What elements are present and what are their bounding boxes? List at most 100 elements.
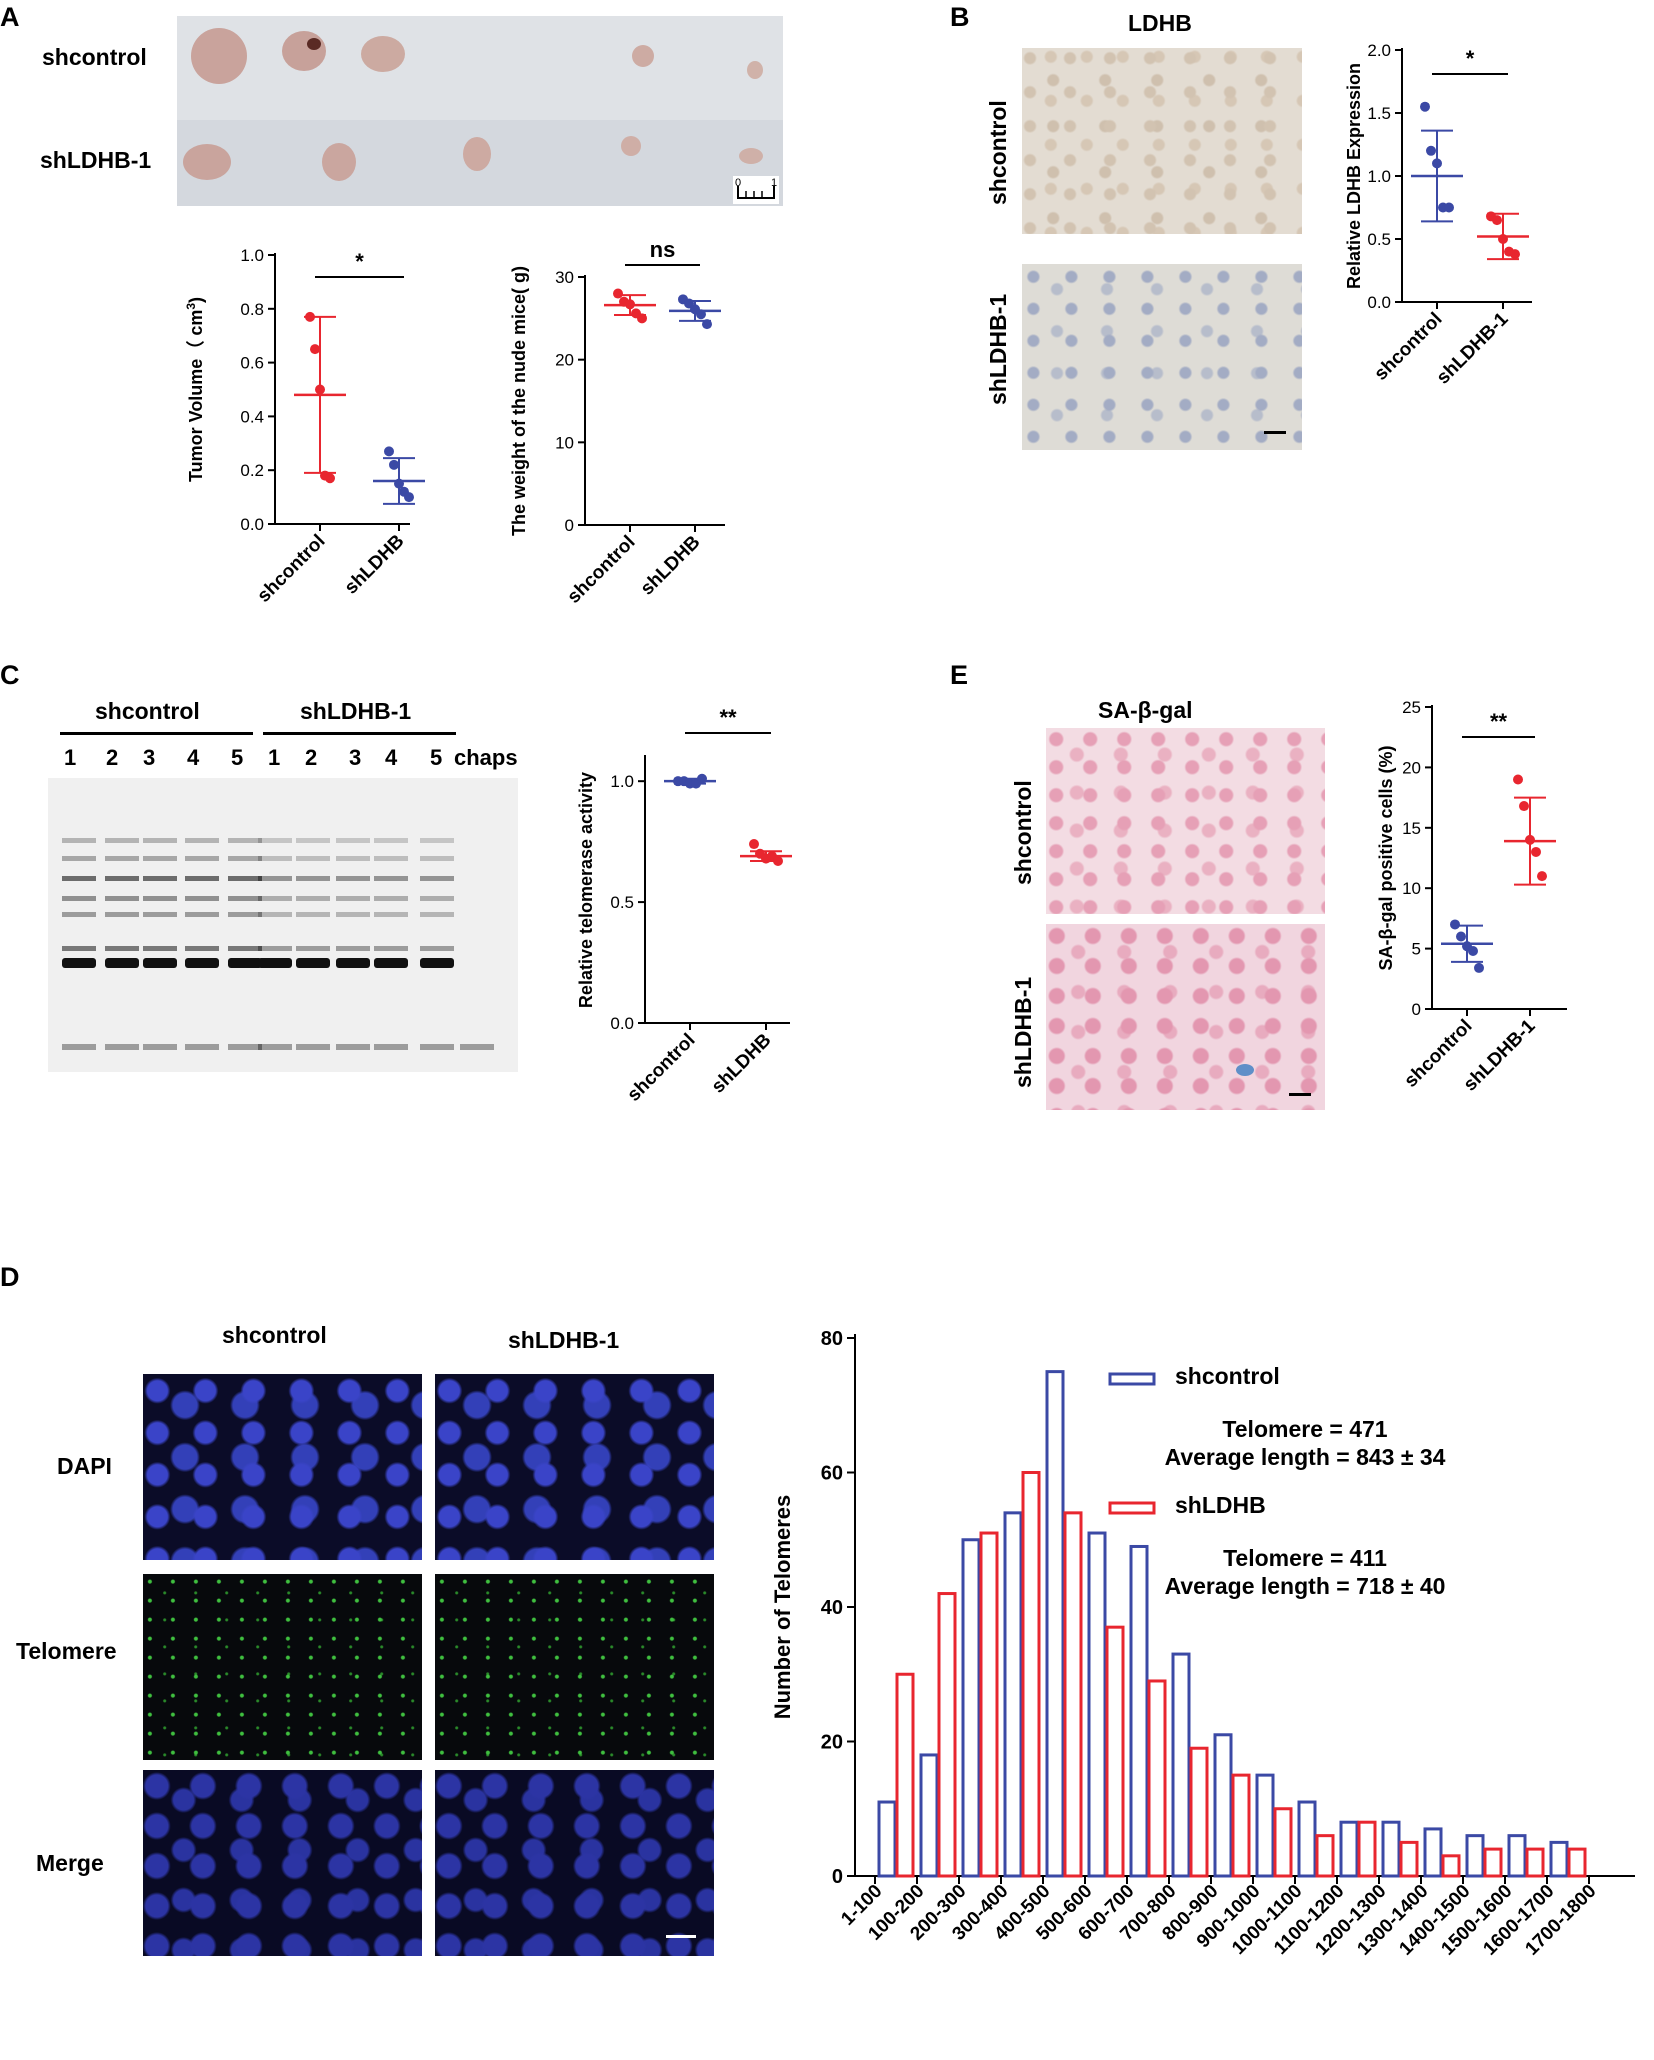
y-tick-label: 1.5 [1367,104,1391,123]
gel-band-primer [420,1044,454,1050]
gel-band-main [62,958,96,968]
y-axis-label: The weight of the nude mice( g) [509,266,529,536]
x-tick-label: shLDHB [708,1030,776,1098]
histogram-bar-shcontrol [1045,1370,1065,1878]
lane-label: 1 [268,745,281,770]
gel-band [185,896,219,901]
legend-average-length: Average length = 843 ± 34 [1165,1444,1446,1470]
gel-band [296,838,330,843]
gel-band [105,946,139,951]
gel-band [185,912,219,917]
gel-band [143,876,177,881]
y-tick-label: 20 [555,351,574,370]
tumor-ctrl-4 [632,45,654,67]
tumor-ctrl-5 [747,61,763,79]
gel-band-main [105,958,139,968]
y-tick-label: 0.5 [1367,230,1391,249]
x-tick-label: shLDHB [637,532,705,600]
gel-band [62,896,96,901]
histogram-bar-shcontrol [1129,1544,1149,1878]
histogram-bar-shcontrol [919,1753,939,1878]
gel-band [185,876,219,881]
fish-dapi-shcontrol [143,1374,422,1560]
data-point [1537,871,1547,882]
histogram-bar-shLDHB [1315,1834,1335,1878]
chart-telomerase-activity: 0.0 0.5 1.0 Relative telomerase activity shc… [576,705,792,1106]
fish-merge-shcontrol [143,1770,422,1956]
lane-label: 4 [187,745,200,770]
y-tick-label: 0.0 [610,1014,634,1033]
data-point [1513,774,1523,785]
gel-band [336,912,370,917]
x-tick-label: shcontrol [563,532,639,608]
tumor-ctrl-2 [282,31,326,71]
y-axis-label-end: ) [186,297,206,303]
data-point [1444,202,1454,213]
gel-band [258,856,292,861]
gel-band [105,912,139,917]
gel-band [296,856,330,861]
y-tick-label: 25 [1402,698,1421,717]
data-point [625,299,635,310]
gel-band [296,876,330,881]
histogram-bar-shcontrol [961,1538,981,1878]
gel-band [296,946,330,951]
significance-label: * [1466,46,1475,71]
data-point [697,773,707,784]
tumor-row-label-shcontrol: shcontrol [42,44,147,70]
y-axis-label-sup: 3 [184,303,198,310]
gel-band [336,838,370,843]
sabgal-title: SA-β-gal [1098,697,1193,723]
data-point [305,311,315,322]
gel-band-primer [296,1044,330,1050]
data-point [1531,846,1541,857]
histogram-bar-shcontrol [1255,1773,1275,1878]
histogram-bar-shcontrol [1171,1652,1191,1878]
chart-tumor-volume: 0.0 0.2 0.4 0.6 0.8 1.0 Tumor Volume（ cm3) shco… [184,246,425,607]
gel-band [185,838,219,843]
ldhb-row-label-shldhb: shLDHB-1 [985,293,1011,405]
y-tick-label: 0 [565,516,574,535]
gel-band-primer [105,1044,139,1050]
gel-band [258,838,292,843]
data-point [749,839,759,850]
y-tick-label: 20 [821,1732,843,1754]
fish-row-label-dapi: DAPI [57,1453,112,1479]
gel-band [228,946,262,951]
scale-bar-icon [666,1935,696,1938]
panel-label-a: A [0,2,20,32]
gel-band [105,856,139,861]
tumor-photo: 0 1 [177,16,783,206]
gel-band-primer [143,1044,177,1050]
y-tick-label: 1.0 [240,246,264,265]
gel-band [62,856,96,861]
x-tick-label: shLDHB-1 [1433,308,1513,388]
data-point [696,309,706,320]
gel-group-label-shldhb: shLDHB-1 [300,698,412,724]
panel-label-d: D [0,1262,20,1292]
data-point [404,492,414,503]
fish-merge-shldhb [435,1770,714,1956]
fish-telomere-shcontrol [143,1574,422,1760]
sabgal-image-shldhb [1046,924,1325,1110]
y-tick-label: 0.6 [240,354,264,373]
gel-band [258,946,292,951]
gel-band [258,876,292,881]
data-point [1498,234,1508,244]
sabgal-row-label-shldhb: shLDHB-1 [1010,976,1036,1088]
data-point [1456,931,1466,942]
legend-label: shcontrol [1175,1363,1280,1389]
gel-band [62,946,96,951]
gel-band-main [143,958,177,968]
data-point [394,478,404,489]
significance-label: ns [650,237,676,262]
y-tick-label: 80 [821,1328,843,1350]
data-point [773,855,783,866]
gel-band [143,946,177,951]
histogram-bar-shLDHB [1063,1511,1083,1878]
gel-band [228,856,262,861]
data-point [1426,145,1436,156]
gel-band [420,896,454,901]
sabgal-row-label-shcontrol: shcontrol [1010,780,1036,885]
